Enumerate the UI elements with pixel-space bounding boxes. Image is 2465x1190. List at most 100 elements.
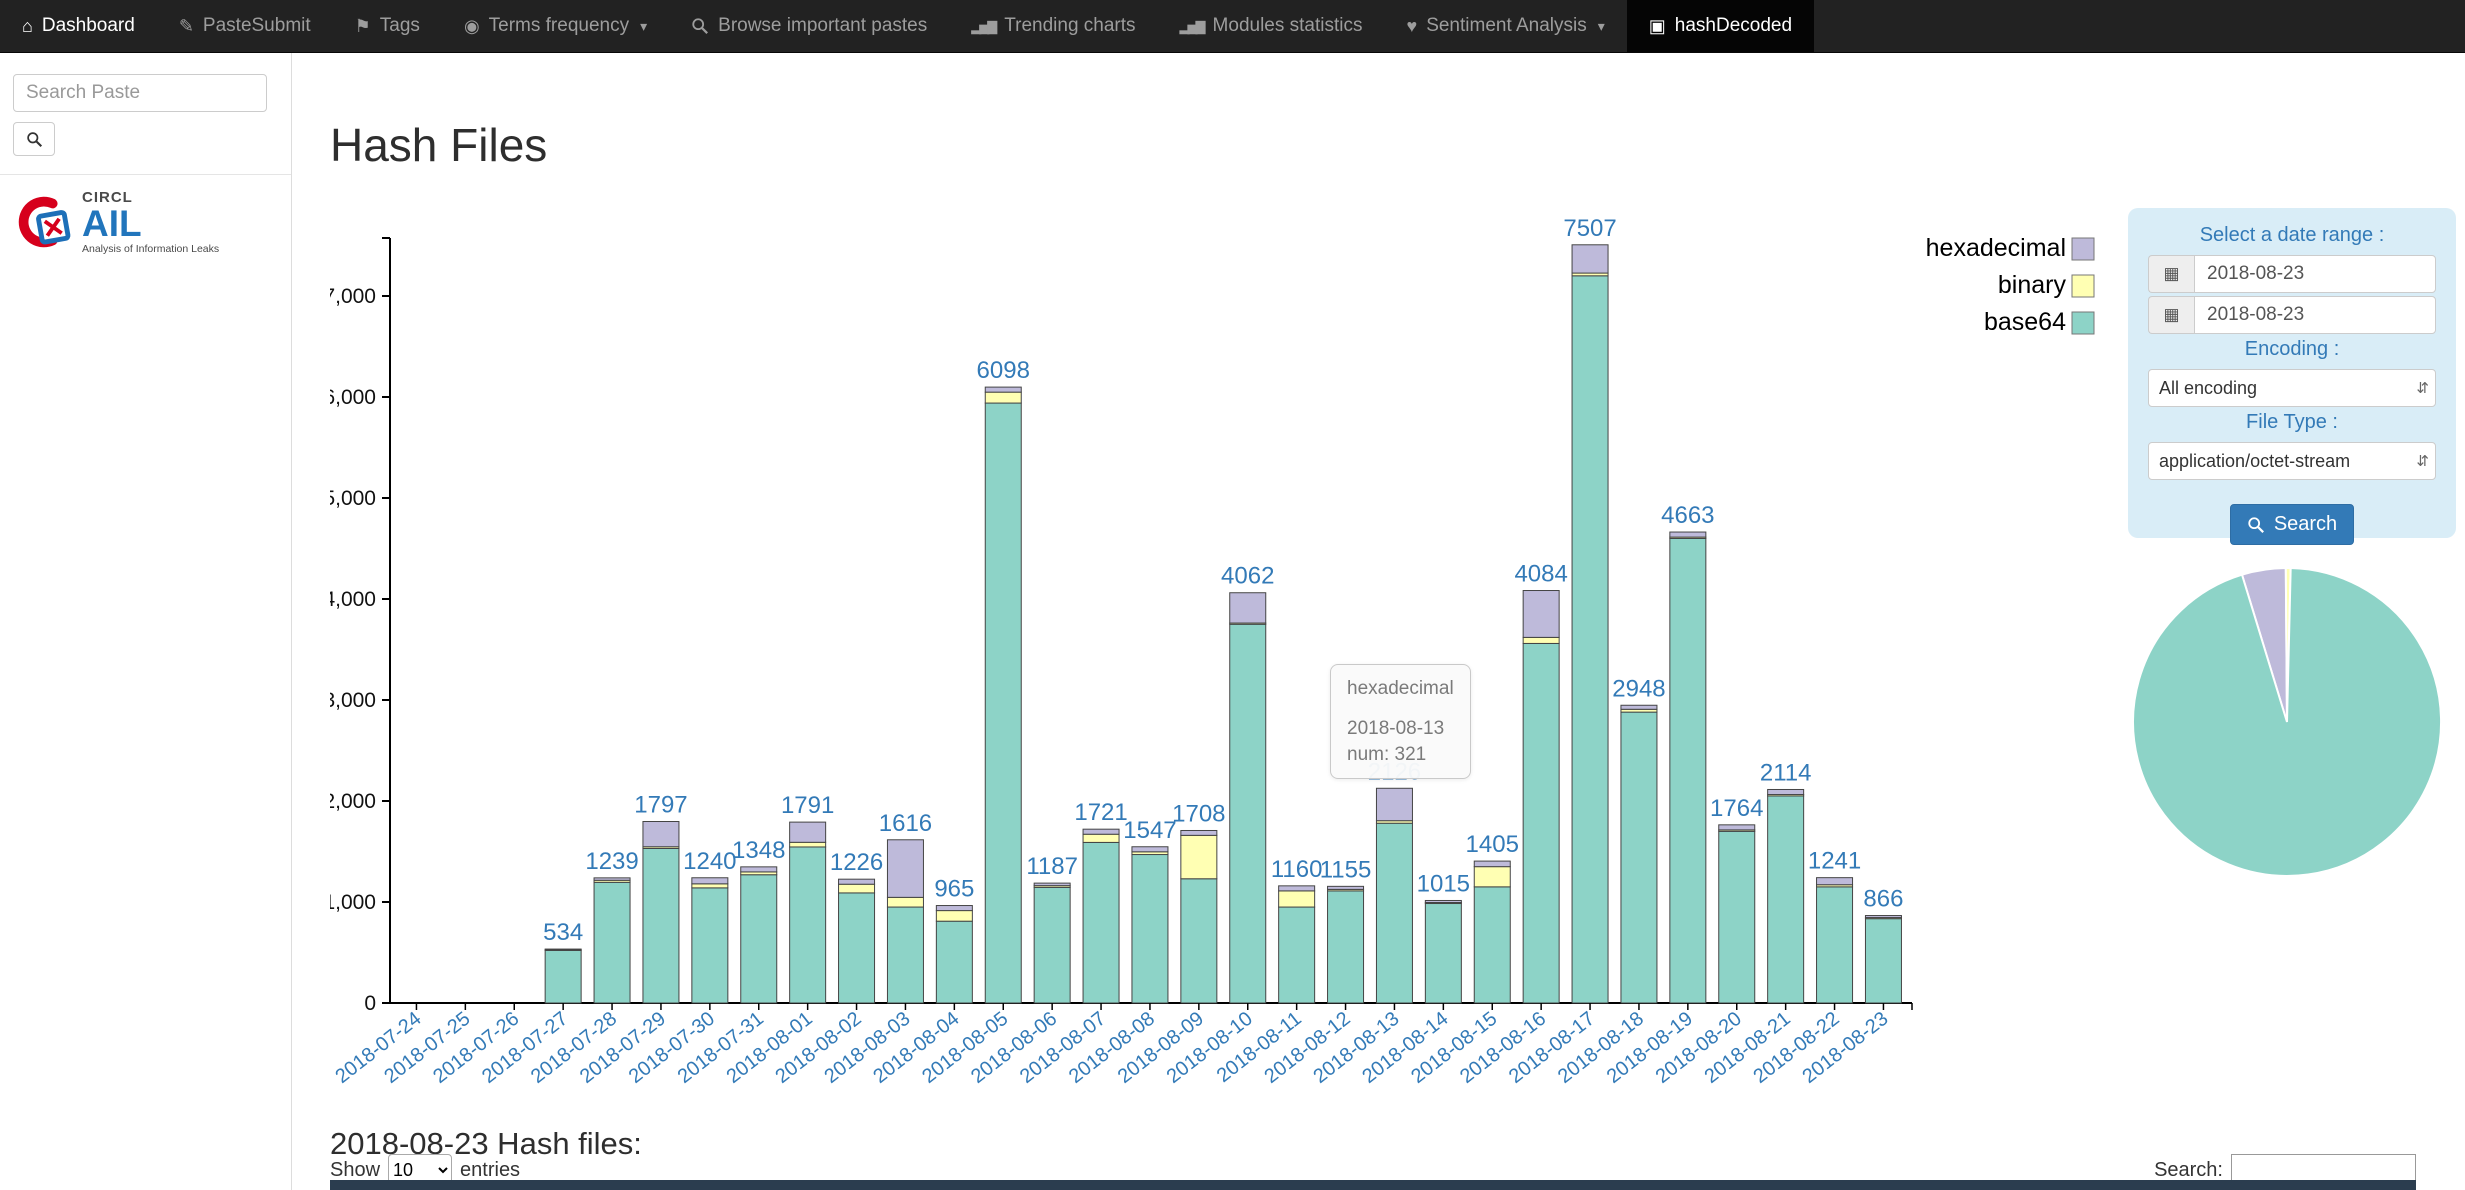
filter-search-button[interactable]: Search [2229, 504, 2355, 545]
svg-text:1155: 1155 [1320, 856, 1372, 883]
svg-text:1226: 1226 [830, 849, 883, 876]
svg-text:0: 0 [364, 992, 376, 1015]
svg-text:4,000: 4,000 [330, 588, 376, 611]
svg-text:7,000: 7,000 [330, 285, 376, 308]
table-header-bar [330, 1180, 2416, 1190]
nav-label: Dashboard [41, 15, 135, 36]
svg-text:1616: 1616 [879, 810, 932, 837]
svg-text:2114: 2114 [1760, 759, 1812, 786]
encoding-label: Encoding : [2244, 338, 2340, 360]
svg-text:2,000: 2,000 [330, 790, 376, 813]
encoding-pie-chart[interactable] [2125, 560, 2449, 884]
nav-item-hash-decoded[interactable]: ▣ hashDecoded [1626, 0, 1815, 52]
nav-label: Browse important pastes [718, 15, 928, 36]
nav-label: hashDecoded [1674, 15, 1793, 36]
table-heading: 2018-08-23 Hash files: [330, 1126, 642, 1161]
show-label: Show [330, 1158, 381, 1181]
svg-text:1239: 1239 [585, 848, 638, 875]
svg-text:base64: base64 [1984, 308, 2066, 336]
svg-text:1764: 1764 [1710, 795, 1763, 822]
date-from-input[interactable] [2194, 255, 2436, 293]
svg-text:4663: 4663 [1661, 502, 1714, 529]
nav-item-browse-important-pastes[interactable]: Browse important pastes [669, 0, 949, 52]
page-title: Hash Files [330, 119, 548, 171]
nav-item-sentiment-analysis[interactable]: ♥ Sentiment Analysis ▾ [1385, 0, 1627, 52]
svg-text:7507: 7507 [1563, 215, 1616, 242]
svg-text:5,000: 5,000 [330, 487, 376, 510]
tooltip-series: hexadecimal [1347, 678, 1454, 699]
svg-text:1,000: 1,000 [330, 891, 376, 914]
tooltip-date: 2018-08-13 [1347, 717, 1445, 739]
chevron-down-icon: ▾ [640, 17, 648, 34]
svg-text:hexadecimal: hexadecimal [1926, 234, 2066, 262]
search-icon [2247, 516, 2265, 534]
chevron-down-icon: ▾ [1597, 17, 1605, 34]
dashboard-icon: ⌂ [22, 16, 33, 36]
nav-item-tags[interactable]: ⚑ Tags [333, 0, 442, 52]
calendar-icon: ▦ [2148, 255, 2194, 293]
heart-icon: ♥ [1406, 16, 1418, 36]
filter-panel: Select a date range : ▦ ▦ Encoding : All… [2128, 208, 2456, 545]
svg-text:1797: 1797 [634, 792, 687, 819]
filter-search-label: Search [2273, 513, 2338, 535]
nav-item-terms-frequency[interactable]: ◉ Terms frequency ▾ [442, 0, 669, 52]
logo-product-text: AIL [82, 203, 142, 244]
nav-label: Trending charts [1004, 15, 1136, 36]
nav-label: Modules statistics [1212, 15, 1363, 36]
svg-text:1015: 1015 [1417, 870, 1470, 897]
search-icon [691, 17, 709, 35]
svg-text:1160: 1160 [1271, 856, 1323, 883]
svg-text:1240: 1240 [683, 848, 736, 875]
svg-text:3,000: 3,000 [330, 689, 376, 712]
svg-text:6098: 6098 [977, 357, 1030, 384]
file-type-select-wrap: application/octet-stream ⇵ [2148, 442, 2436, 480]
svg-text:2948: 2948 [1612, 675, 1665, 702]
bar-chart-icon: ▂▅▇ [971, 18, 997, 34]
search-paste-input[interactable] [13, 74, 267, 112]
nav-item-trending-charts[interactable]: ▂▅▇ Trending charts [949, 0, 1157, 52]
eye-icon: ◉ [463, 16, 480, 36]
file-type-select[interactable]: application/octet-stream [2148, 442, 2436, 480]
svg-text:965: 965 [934, 876, 974, 903]
date-from-group: ▦ [2148, 255, 2436, 293]
entries-label: entries [460, 1158, 521, 1181]
sidebar: CIRCL AIL Analysis of Information Leaks [0, 52, 292, 1190]
edit-icon: ✎ [178, 16, 194, 36]
search-icon [26, 131, 43, 148]
encoding-select-wrap: All encoding ⇵ [2148, 369, 2436, 407]
nav-item-dashboard[interactable]: ⌂ Dashboard [0, 0, 157, 52]
nav-label: Sentiment Analysis [1426, 15, 1587, 36]
tag-icon: ⚑ [354, 16, 371, 36]
top-navbar: ⌂ Dashboard ✎ PasteSubmit ⚑ Tags ◉ Terms… [0, 0, 2465, 53]
date-to-input[interactable] [2194, 296, 2436, 334]
file-type-label: File Type : [2246, 411, 2338, 433]
svg-text:4062: 4062 [1221, 563, 1274, 590]
nav-label: Tags [379, 15, 420, 36]
circl-logo-mark [18, 196, 71, 248]
nav-label: PasteSubmit [202, 15, 311, 36]
bar-chart-icon: ▂▅▇ [1179, 18, 1206, 34]
svg-text:1348: 1348 [732, 837, 785, 864]
svg-text:866: 866 [1863, 886, 1903, 913]
svg-text:1241: 1241 [1808, 848, 1861, 875]
tooltip-value: num: 321 [1347, 743, 1427, 765]
nav-item-paste-submit[interactable]: ✎ PasteSubmit [157, 0, 333, 52]
svg-text:1791: 1791 [781, 792, 834, 819]
hash-bar-chart[interactable]: 0 1,000 2,000 3,000 4,000 5,000 6,000 7,000 2018… [330, 210, 2110, 1090]
logo-org-text: CIRCL [82, 189, 133, 206]
date-range-label: Select a date range : [2199, 224, 2385, 246]
svg-text:1405: 1405 [1466, 831, 1519, 858]
encoding-select[interactable]: All encoding [2148, 369, 2436, 407]
chart-tooltip: hexadecimal 2018-08-13 num: 321 [1330, 664, 1471, 780]
sidebar-search-button[interactable] [13, 122, 55, 156]
nav-item-modules-statistics[interactable]: ▂▅▇ Modules statistics [1158, 0, 1385, 52]
svg-text:binary: binary [1998, 271, 2067, 299]
logo-subtitle-text: Analysis of Information Leaks [82, 243, 220, 256]
svg-text:1187: 1187 [1026, 853, 1078, 880]
svg-text:6,000: 6,000 [330, 386, 376, 409]
nav-label: Terms frequency [488, 15, 630, 36]
svg-text:1721: 1721 [1074, 799, 1127, 826]
ail-logo: CIRCL AIL Analysis of Information Leaks [0, 187, 291, 257]
hash-decoded-icon: ▣ [1648, 16, 1666, 36]
